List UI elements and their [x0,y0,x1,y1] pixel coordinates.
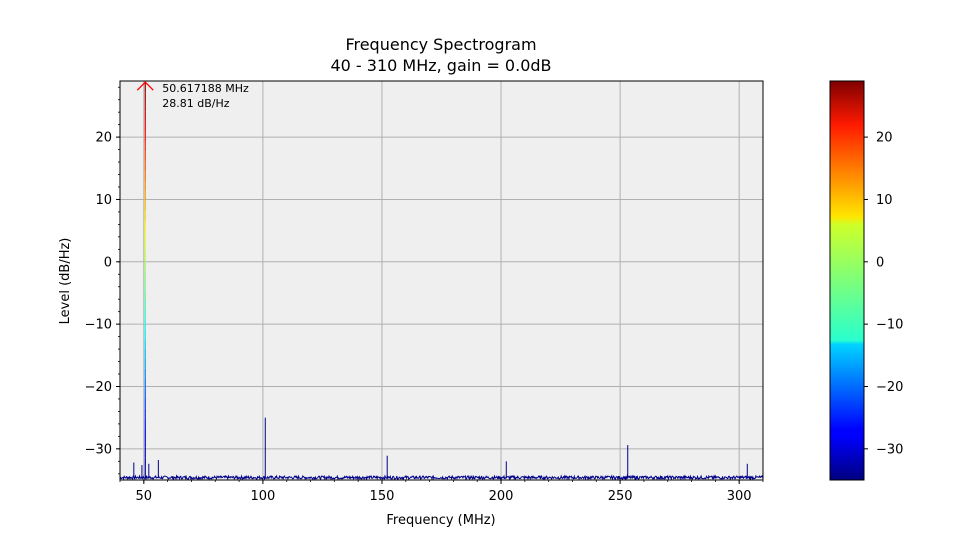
x-tick-label: 250 [608,489,633,504]
chart-subtitle: 40 - 310 MHz, gain = 0.0dB [330,56,551,75]
plot-frame [119,80,764,481]
peak-marker: 50.617188 MHz 28.81 dB/Hz [136,81,249,110]
peak-marker-frequency: 50.617188 MHz [162,82,249,95]
colorbar-tick-label: −30 [876,442,903,457]
x-tick-label: 100 [250,489,275,504]
colorbar-axis: −30 −20 −10 0 10 20 [864,131,903,457]
x-axis: 50 100 150 200 250 300 [119,480,764,504]
y-tick-label: 10 [95,193,112,208]
y-axis: −30 −20 −10 0 10 20 [85,86,120,475]
noise-floor-trace [120,474,763,480]
x-tick-label: 50 [136,489,153,504]
y-tick-label: 20 [95,131,112,146]
peak-marker-level: 28.81 dB/Hz [162,97,229,110]
y-tick-label: −30 [85,442,112,457]
y-tick-label: −20 [85,380,112,395]
x-tick-label: 150 [370,489,395,504]
y-tick-label: −10 [85,318,112,333]
x-axis-label: Frequency (MHz) [386,513,495,528]
y-axis-label: Level (dB/Hz) [58,238,73,325]
colorbar [829,80,865,481]
spectrum-trace [120,474,763,480]
colorbar-tick-label: −20 [876,380,903,395]
peak-marker-glyph [136,81,154,91]
colorbar-tick-label: 10 [876,193,893,208]
colorbar-tick-label: 20 [876,131,893,146]
y-tick-label: 0 [104,255,112,270]
x-tick-label: 200 [489,489,514,504]
plot-area [120,81,763,480]
colorbar-tick-label: 0 [876,255,884,270]
grid-lines [120,81,763,480]
peak-lines [133,82,748,478]
x-tick-label: 300 [727,489,752,504]
chart-title: Frequency Spectrogram [345,35,536,54]
colorbar-tick-label: −10 [876,318,903,333]
